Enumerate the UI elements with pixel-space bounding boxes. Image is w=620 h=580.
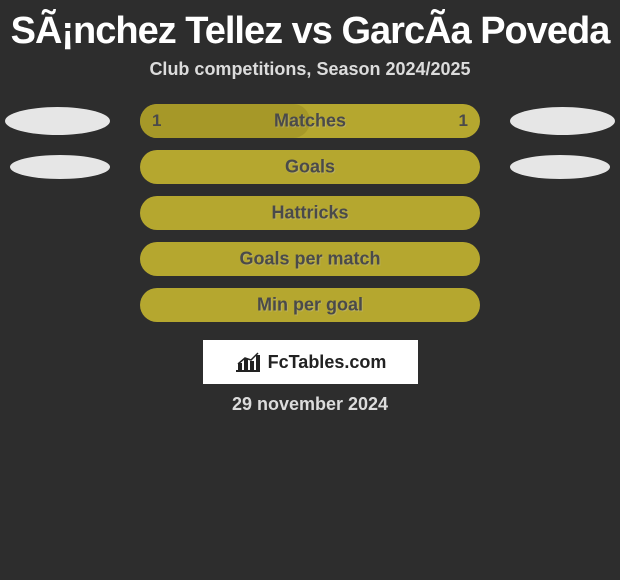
bar-label: Goals per match — [239, 249, 380, 270]
stat-bar: Min per goal — [140, 288, 480, 322]
comparison-row: Goals per match — [0, 242, 620, 276]
branding-text: FcTables.com — [268, 352, 387, 373]
right-oval — [510, 155, 610, 179]
stat-bar: Goals per match — [140, 242, 480, 276]
bar-label: Min per goal — [257, 295, 363, 316]
right-oval — [510, 107, 615, 135]
barchart-icon — [234, 351, 262, 373]
subtitle: Club competitions, Season 2024/2025 — [0, 59, 620, 80]
bar-label: Goals — [285, 157, 335, 178]
stat-bar: Goals — [140, 150, 480, 184]
comparison-row: Hattricks — [0, 196, 620, 230]
bar-left-value: 1 — [152, 111, 161, 131]
bar-right-value: 1 — [459, 111, 468, 131]
branding-box: FcTables.com — [203, 340, 418, 384]
date-text: 29 november 2024 — [0, 394, 620, 415]
comparison-row: Matches 1 1 — [0, 104, 620, 138]
bar-label: Matches — [274, 111, 346, 132]
stat-bar: Matches 1 1 — [140, 104, 480, 138]
left-oval — [10, 155, 110, 179]
bar-label: Hattricks — [271, 203, 348, 224]
stat-bar: Hattricks — [140, 196, 480, 230]
comparison-row: Min per goal — [0, 288, 620, 322]
left-oval — [5, 107, 110, 135]
comparison-rows: Matches 1 1 Goals Hattricks Goals per match Mi… — [0, 104, 620, 322]
page-title: SÃ¡nchez Tellez vs GarcÃ­a Poveda — [0, 10, 620, 53]
comparison-row: Goals — [0, 150, 620, 184]
